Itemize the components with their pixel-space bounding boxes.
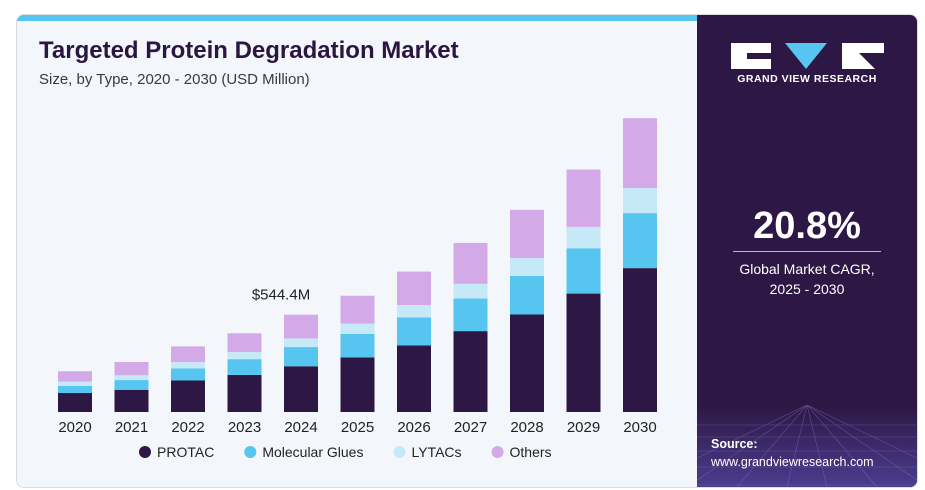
bar-others-2030 bbox=[623, 118, 657, 189]
source-label: Source: bbox=[711, 437, 758, 451]
bar-lytacs-2027 bbox=[453, 283, 488, 299]
bar-others-2024 bbox=[284, 314, 318, 339]
bar-lytacs-2026 bbox=[397, 305, 431, 318]
bar-lytacs-2030 bbox=[623, 188, 657, 214]
chart-title: Targeted Protein Degradation Market bbox=[39, 37, 459, 64]
bar-molecular-glues-2028 bbox=[510, 275, 544, 315]
chart-subtitle: Size, by Type, 2020 - 2030 (USD Million) bbox=[39, 71, 310, 88]
bar-molecular-glues-2022 bbox=[171, 368, 205, 381]
x-tick-label-2022: 2022 bbox=[171, 419, 204, 436]
x-tick-label-2021: 2021 bbox=[115, 419, 148, 436]
bar-others-2025 bbox=[340, 295, 375, 324]
legend-swatch-others bbox=[491, 446, 504, 458]
x-tick-label-2027: 2027 bbox=[454, 419, 487, 436]
bar-lytacs-2024 bbox=[284, 338, 318, 348]
bar-molecular-glues-2030 bbox=[623, 213, 657, 269]
bar-others-2022 bbox=[171, 346, 205, 363]
cagr-divider bbox=[733, 251, 881, 252]
bar-molecular-glues-2027 bbox=[453, 298, 488, 332]
accent-bar bbox=[17, 15, 697, 21]
bar-molecular-glues-2020 bbox=[58, 385, 92, 394]
cagr-label-line2: 2025 - 2030 bbox=[769, 281, 845, 297]
bar-protac-2024 bbox=[284, 366, 318, 412]
bar-molecular-glues-2026 bbox=[397, 317, 431, 346]
bar-lytacs-2021 bbox=[114, 375, 149, 381]
bar-protac-2030 bbox=[623, 268, 657, 412]
bar-protac-2021 bbox=[114, 389, 149, 412]
source-url: www.grandviewresearch.com bbox=[711, 455, 874, 469]
bar-molecular-glues-2024 bbox=[284, 347, 318, 367]
x-tick-label-2020: 2020 bbox=[58, 419, 91, 436]
bar-others-2027 bbox=[453, 242, 488, 284]
x-tick-label-2030: 2030 bbox=[623, 419, 656, 436]
x-tick-label-2024: 2024 bbox=[284, 419, 317, 436]
chart-panel: Targeted Protein Degradation Market Size… bbox=[17, 15, 697, 487]
legend-swatch-molecular-glues bbox=[244, 446, 257, 458]
grand-view-research-logo-icon bbox=[731, 43, 884, 69]
x-tick-label-2023: 2023 bbox=[228, 419, 261, 436]
legend-label-lytacs: LYTACs bbox=[411, 444, 461, 460]
data-label-2024: $544.4M bbox=[252, 287, 310, 304]
bar-lytacs-2023 bbox=[227, 352, 262, 360]
x-tick-label-2026: 2026 bbox=[397, 419, 430, 436]
bar-lytacs-2020 bbox=[58, 381, 92, 386]
bar-protac-2023 bbox=[227, 374, 262, 412]
legend-swatch-lytacs bbox=[393, 446, 406, 458]
cagr-label: Global Market CAGR, 2025 - 2030 bbox=[697, 259, 917, 299]
bar-lytacs-2025 bbox=[340, 323, 375, 334]
bar-molecular-glues-2023 bbox=[227, 359, 262, 375]
bar-others-2026 bbox=[397, 271, 431, 306]
legend-label-others: Others bbox=[510, 444, 552, 460]
brand-name: GRAND VIEW RESEARCH bbox=[737, 73, 877, 85]
x-tick-label-2025: 2025 bbox=[341, 419, 374, 436]
legend-label-protac: PROTAC bbox=[157, 444, 214, 460]
bar-molecular-glues-2025 bbox=[340, 333, 375, 358]
x-tick-label-2029: 2029 bbox=[567, 419, 600, 436]
bar-protac-2027 bbox=[453, 331, 488, 412]
info-panel: GRAND VIEW RESEARCH 20.8% Global Market … bbox=[697, 15, 917, 487]
grid-decoration bbox=[697, 405, 917, 487]
bar-protac-2028 bbox=[510, 314, 544, 412]
stacked-bar-chart: 2020 2021 2022 2023 2024 $544.4M 2025 2026 2027 2… bbox=[58, 118, 657, 460]
bar-protac-2026 bbox=[397, 345, 431, 412]
chart-card: Targeted Protein Degradation Market Size… bbox=[16, 14, 918, 488]
bar-lytacs-2028 bbox=[510, 257, 544, 276]
bar-others-2020 bbox=[58, 371, 92, 382]
bar-protac-2025 bbox=[340, 357, 375, 412]
bar-others-2029 bbox=[566, 169, 601, 227]
legend-swatch-protac bbox=[139, 446, 151, 458]
bar-protac-2029 bbox=[566, 293, 601, 412]
bar-others-2021 bbox=[114, 361, 149, 376]
bar-molecular-glues-2021 bbox=[114, 380, 149, 390]
cagr-value: 20.8% bbox=[753, 205, 861, 247]
x-tick-label-2028: 2028 bbox=[510, 419, 543, 436]
legend-label-molecular-glues: Molecular Glues bbox=[262, 444, 363, 460]
bar-others-2023 bbox=[227, 333, 262, 353]
bar-lytacs-2022 bbox=[171, 362, 205, 369]
bar-protac-2020 bbox=[58, 393, 92, 412]
bar-protac-2022 bbox=[171, 380, 205, 412]
bar-others-2028 bbox=[510, 209, 544, 258]
bar-molecular-glues-2029 bbox=[566, 248, 601, 294]
cagr-label-line1: Global Market CAGR, bbox=[739, 261, 875, 277]
bar-lytacs-2029 bbox=[566, 226, 601, 249]
source-note: Source: www.grandviewresearch.com bbox=[711, 435, 874, 471]
